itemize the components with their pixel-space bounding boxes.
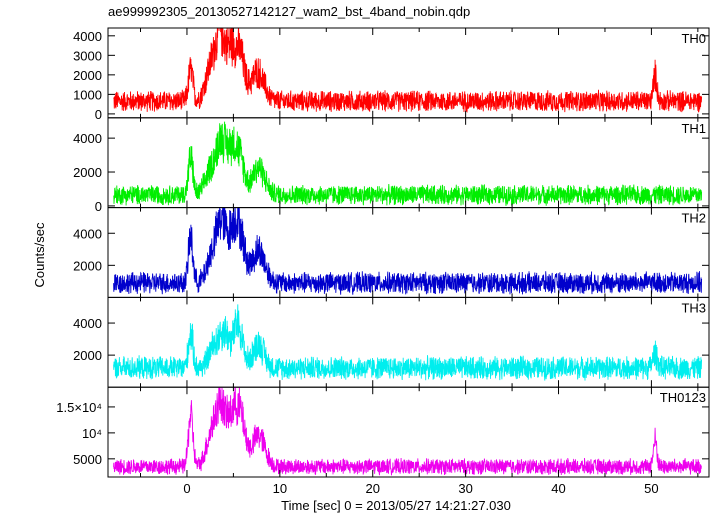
y-tick-label: 2000 [73,68,102,83]
panel-th0123: TH0123 5000 10⁴ 1.5×10⁴ [56,386,710,478]
panel-frame [107,386,710,478]
series-line-th0123 [113,387,703,476]
panel-label: TH2 [681,211,706,226]
x-tick-label: 50 [644,481,658,496]
y-tick-label: 0 [95,107,102,122]
panel-label: TH0123 [660,390,706,405]
y-tick-label: 10⁴ [82,426,102,441]
chart-title: ae999992305_20130527142127_wam2_bst_4ban… [108,4,470,19]
y-tick-label: 3000 [73,48,102,63]
x-tick-label: 40 [551,481,565,496]
y-axis-label: Counts/sec [32,222,47,288]
y-tick-label: 1000 [73,87,102,102]
y-tick-label: 4000 [73,226,102,241]
series-line-th3 [113,304,703,381]
y-tick-label: 1.5×10⁴ [56,400,102,415]
x-tick-label: 20 [366,481,380,496]
panel-th1: TH1 0 2000 4000 [73,117,710,214]
x-tick-label: 30 [458,481,472,496]
panel-th2: TH2 2000 4000 [73,207,710,298]
y-tick-label: 2000 [73,165,102,180]
y-tick-label: 2000 [73,258,102,273]
y-tick-label: 4000 [73,316,102,331]
x-tick-label: 0 [183,481,190,496]
panel-label: TH0 [681,31,706,46]
series-line-th2 [113,207,703,295]
panels: TH0 0 1000 2000 3000 4000 TH1 0 2000 4000 TH2 2000 4… [56,27,710,496]
panel-label: TH3 [681,300,706,315]
x-axis-label: Time [sec] 0 = 2013/05/27 14:21:27.030 [281,498,511,513]
y-tick-label: 0 [95,199,102,214]
x-tick-label: 10 [273,481,287,496]
y-tick-label: 4000 [73,131,102,146]
y-tick-label: 5000 [73,452,102,467]
series-line-th0 [113,28,703,113]
y-tick-label: 4000 [73,29,102,44]
series-line-th1 [113,121,703,207]
panel-th3: TH3 2000 4000 [73,296,710,388]
panel-th0: TH0 0 1000 2000 3000 4000 [73,27,710,122]
panel-label: TH1 [681,121,706,136]
y-tick-label: 2000 [73,348,102,363]
